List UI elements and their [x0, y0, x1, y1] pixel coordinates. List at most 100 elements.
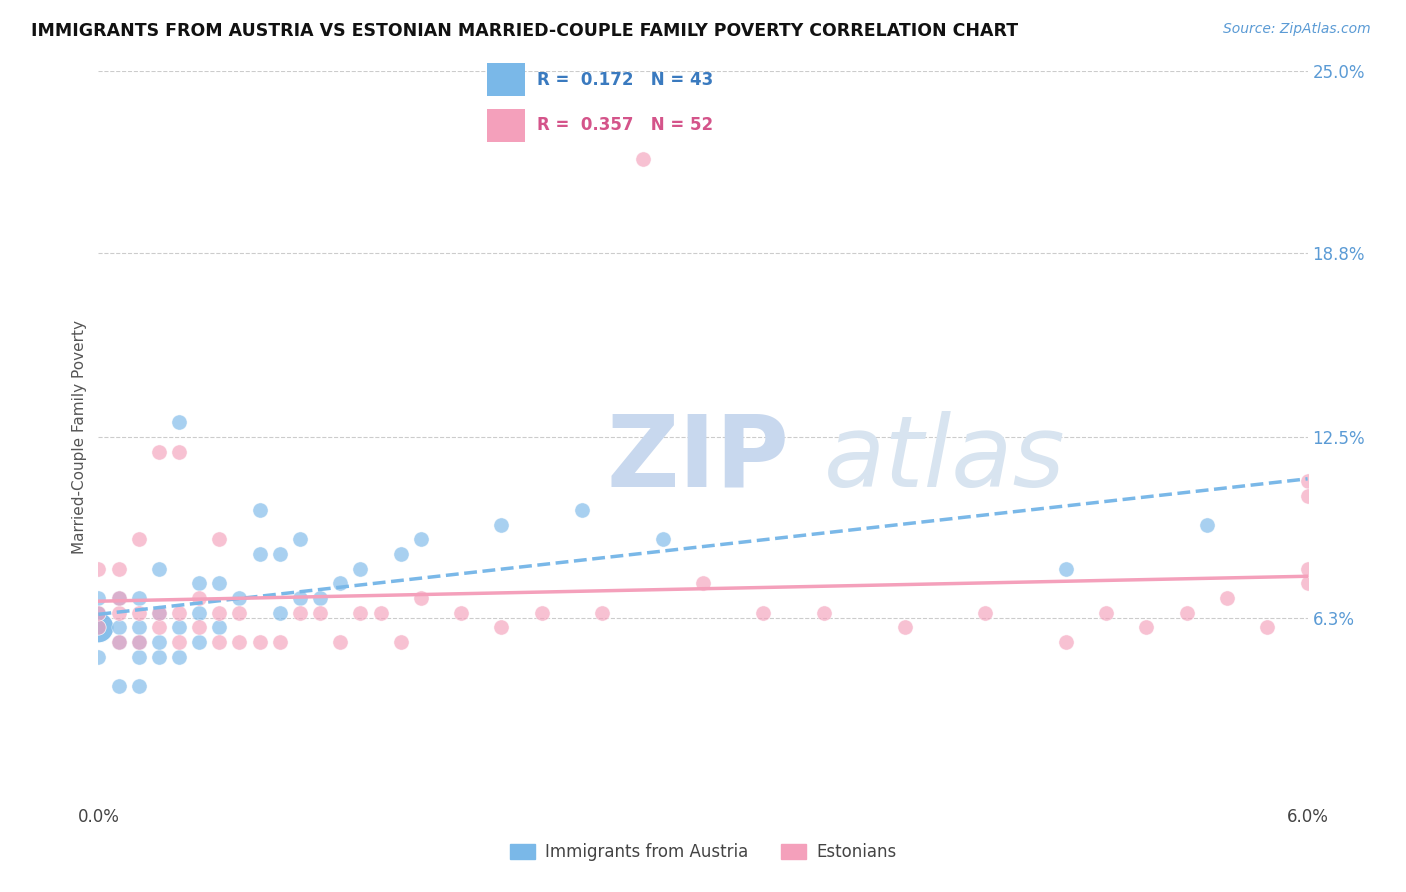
Point	[631, 152, 654, 166]
Point	[530, 606, 553, 620]
Point	[893, 620, 915, 634]
Point	[1095, 606, 1118, 620]
Point	[208, 620, 231, 634]
Point	[107, 591, 129, 605]
Point	[188, 606, 211, 620]
Point	[188, 620, 211, 634]
FancyBboxPatch shape	[486, 110, 526, 142]
Point	[409, 533, 432, 547]
Text: R =  0.172   N = 43: R = 0.172 N = 43	[537, 71, 713, 89]
Point	[1054, 635, 1077, 649]
Point	[208, 606, 231, 620]
Point	[491, 620, 513, 634]
FancyBboxPatch shape	[486, 63, 526, 95]
Point	[309, 606, 332, 620]
Point	[450, 606, 472, 620]
Point	[389, 547, 412, 561]
Text: IMMIGRANTS FROM AUSTRIA VS ESTONIAN MARRIED-COUPLE FAMILY POVERTY CORRELATION CH: IMMIGRANTS FROM AUSTRIA VS ESTONIAN MARR…	[31, 22, 1018, 40]
Point	[329, 635, 352, 649]
Point	[87, 620, 110, 634]
Point	[1296, 562, 1319, 576]
Point	[692, 576, 714, 591]
Point	[1256, 620, 1278, 634]
Text: atlas: atlas	[824, 410, 1066, 508]
Point	[208, 635, 231, 649]
Point	[1296, 474, 1319, 488]
Point	[167, 416, 190, 430]
Point	[651, 533, 673, 547]
Point	[107, 620, 129, 634]
Y-axis label: Married-Couple Family Poverty: Married-Couple Family Poverty	[72, 320, 87, 554]
Point	[269, 547, 291, 561]
Point	[167, 444, 190, 458]
Point	[87, 620, 110, 634]
Point	[1195, 517, 1218, 532]
Point	[188, 635, 211, 649]
Text: ZIP: ZIP	[606, 410, 789, 508]
Point	[389, 635, 412, 649]
Point	[87, 620, 110, 634]
Point	[148, 562, 170, 576]
Legend: Immigrants from Austria, Estonians: Immigrants from Austria, Estonians	[503, 837, 903, 868]
Text: R =  0.357   N = 52: R = 0.357 N = 52	[537, 116, 713, 134]
Point	[128, 635, 150, 649]
Point	[167, 606, 190, 620]
Point	[107, 591, 129, 605]
Point	[148, 606, 170, 620]
Point	[1296, 489, 1319, 503]
Point	[370, 606, 392, 620]
Point	[87, 606, 110, 620]
Point	[288, 606, 311, 620]
Point	[128, 606, 150, 620]
Point	[249, 635, 271, 649]
Point	[148, 444, 170, 458]
Point	[349, 606, 371, 620]
Point	[249, 547, 271, 561]
Point	[148, 606, 170, 620]
Point	[107, 562, 129, 576]
Point	[409, 591, 432, 605]
Point	[591, 606, 613, 620]
Point	[107, 635, 129, 649]
Point	[87, 649, 110, 664]
Point	[288, 591, 311, 605]
Point	[309, 591, 332, 605]
Point	[128, 649, 150, 664]
Text: Source: ZipAtlas.com: Source: ZipAtlas.com	[1223, 22, 1371, 37]
Point	[1135, 620, 1157, 634]
Point	[128, 533, 150, 547]
Point	[107, 606, 129, 620]
Point	[329, 576, 352, 591]
Point	[208, 533, 231, 547]
Point	[87, 562, 110, 576]
Point	[148, 635, 170, 649]
Point	[269, 606, 291, 620]
Point	[107, 679, 129, 693]
Point	[813, 606, 835, 620]
Point	[1054, 562, 1077, 576]
Point	[167, 649, 190, 664]
Point	[1216, 591, 1239, 605]
Point	[752, 606, 775, 620]
Point	[228, 591, 250, 605]
Point	[974, 606, 997, 620]
Point	[128, 679, 150, 693]
Point	[107, 635, 129, 649]
Point	[208, 576, 231, 591]
Point	[491, 517, 513, 532]
Point	[228, 606, 250, 620]
Point	[269, 635, 291, 649]
Point	[288, 533, 311, 547]
Point	[128, 635, 150, 649]
Point	[571, 503, 593, 517]
Point	[1296, 576, 1319, 591]
Point	[188, 591, 211, 605]
Point	[1175, 606, 1198, 620]
Point	[128, 591, 150, 605]
Point	[188, 576, 211, 591]
Point	[249, 503, 271, 517]
Point	[148, 649, 170, 664]
Point	[87, 591, 110, 605]
Point	[349, 562, 371, 576]
Point	[148, 620, 170, 634]
